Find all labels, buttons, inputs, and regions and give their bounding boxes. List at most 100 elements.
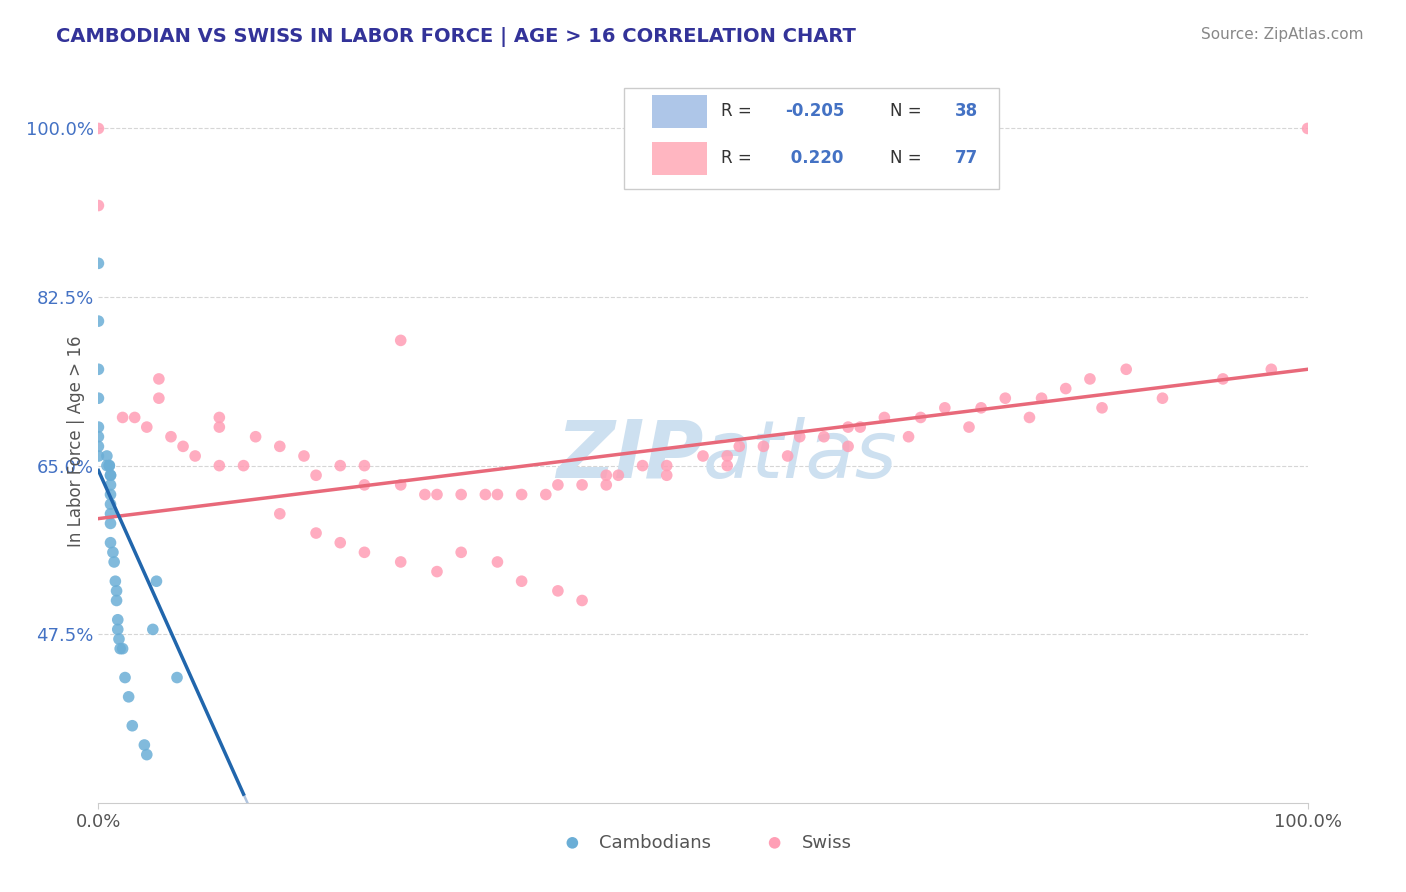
Point [655,458,678,473]
Point [752,439,775,453]
Text: -0.205: -0.205 [785,103,845,120]
Point [269,507,291,521]
Point [134,738,156,752]
Point [934,401,956,415]
Point [148,372,170,386]
Point [873,410,896,425]
Point [87,314,110,328]
Point [96,458,118,473]
Point [105,583,128,598]
Point [100,468,122,483]
Point [450,545,472,559]
Point [87,430,110,444]
Text: ZIP: ZIP [555,417,703,495]
Point [305,468,328,483]
FancyBboxPatch shape [624,87,1000,189]
Point [789,430,811,444]
Point [100,468,122,483]
Text: 77: 77 [955,149,977,168]
Point [160,430,183,444]
Point [655,468,678,483]
Point [269,439,291,453]
Point [87,121,110,136]
Point [353,478,375,492]
Point [813,430,835,444]
Point [595,478,617,492]
Point [994,391,1017,405]
Point [329,458,352,473]
Point [87,198,110,212]
Point [114,671,136,685]
Point [101,545,124,559]
Point [166,671,188,685]
Point [353,458,375,473]
Point [145,574,167,589]
Point [450,487,472,501]
Text: CAMBODIAN VS SWISS IN LABOR FORCE | AGE > 16 CORRELATION CHART: CAMBODIAN VS SWISS IN LABOR FORCE | AGE … [56,27,856,46]
Point [474,487,496,501]
Text: N =: N = [890,103,928,120]
Point [107,623,129,637]
Point [184,449,207,463]
Point [534,487,557,501]
Point [1078,372,1101,386]
Point [1115,362,1137,376]
Point [111,641,134,656]
Text: atlas: atlas [703,417,898,495]
Point [426,565,449,579]
FancyBboxPatch shape [652,142,707,175]
Point [87,362,110,376]
Point [389,334,412,348]
Point [98,458,121,473]
Point [104,574,127,589]
Point [100,507,122,521]
Point [100,478,122,492]
Point [1260,362,1282,376]
Point [547,583,569,598]
Point [1296,121,1319,136]
Point [135,747,157,762]
Point [1212,372,1234,386]
Point [970,401,993,415]
Text: N =: N = [890,149,928,168]
Point [208,458,231,473]
Point [245,430,267,444]
Legend: Cambodians, Swiss: Cambodians, Swiss [547,826,859,859]
Point [510,487,533,501]
Point [135,420,157,434]
Point [353,545,375,559]
Point [571,478,593,492]
Point [142,623,165,637]
Point [111,410,134,425]
Point [87,420,110,434]
Text: Source: ZipAtlas.com: Source: ZipAtlas.com [1201,27,1364,42]
Point [486,555,509,569]
Point [87,391,110,405]
Point [389,478,412,492]
Point [910,410,932,425]
Point [607,468,630,483]
Point [96,449,118,463]
Point [510,574,533,589]
Point [100,535,122,549]
Point [837,420,859,434]
Point [105,593,128,607]
Point [108,632,131,646]
Point [389,555,412,569]
Point [124,410,146,425]
Point [571,593,593,607]
Point [1031,391,1053,405]
Point [100,516,122,531]
Point [121,719,143,733]
Point [232,458,254,473]
Text: R =: R = [721,103,758,120]
Point [100,497,122,511]
Y-axis label: In Labor Force | Age > 16: In Labor Force | Age > 16 [66,335,84,548]
Point [426,487,449,501]
Text: 38: 38 [955,103,977,120]
Point [118,690,141,704]
Point [107,613,129,627]
Point [776,449,799,463]
Point [631,458,654,473]
Point [837,439,859,453]
